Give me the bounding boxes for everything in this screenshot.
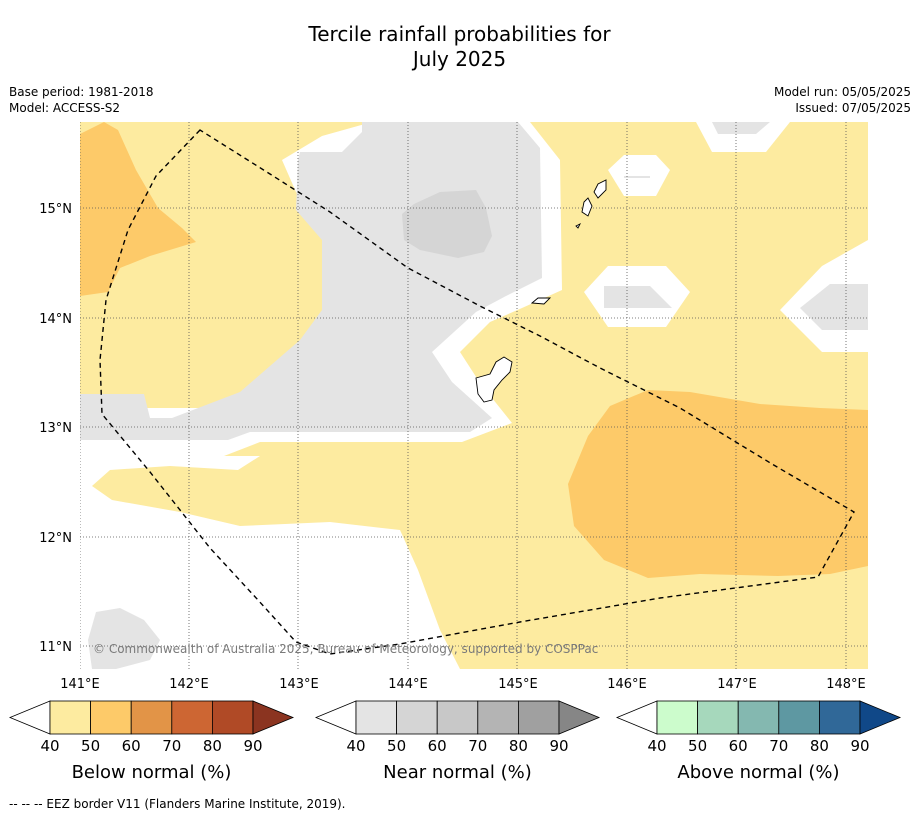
- islands: [475, 179, 607, 403]
- near-normal-colorbar-segment: [518, 700, 560, 735]
- above-normal-colorbar-under: [615, 700, 658, 735]
- near-normal-colorbar-title: Near normal (%): [383, 762, 532, 783]
- below-normal-colorbar-segment: [211, 700, 254, 735]
- below-normal-50-region-west: [80, 122, 196, 296]
- map-title: Tercile rainfall probabilities for July …: [0, 22, 919, 72]
- title-line-1: Tercile rainfall probabilities for: [308, 22, 611, 46]
- colorbars: 40 50 60 70 80 90 Below normal (%) 40 50 60 70 80 90…: [8, 700, 902, 783]
- near-normal-colorbar-tick: 50: [387, 737, 406, 755]
- above-normal-colorbar-segment: [737, 700, 780, 735]
- lon-label-146: 146°E: [607, 677, 647, 692]
- below-normal-colorbar-tick: 60: [122, 737, 141, 755]
- lat-label-15: 15°N: [39, 202, 72, 217]
- island-saipan: [593, 179, 607, 199]
- above-normal-colorbar-segment: [778, 700, 820, 735]
- latitude-labels: 15°N 14°N 13°N 12°N 11°N: [39, 202, 72, 655]
- island-guam: [475, 356, 513, 403]
- eez-border: [99, 129, 855, 655]
- above-normal-colorbar-segment: [656, 700, 698, 735]
- above-normal-colorbar-tick: 90: [850, 737, 869, 755]
- above-normal-colorbar-over: [859, 700, 902, 735]
- base-period: Base period: 1981-2018: [9, 85, 154, 99]
- lon-label-142: 142°E: [169, 677, 209, 692]
- near-normal-colorbar-segment: [436, 700, 479, 735]
- above-normal-colorbar-title: Above normal (%): [677, 762, 839, 783]
- longitude-labels: 141°E 142°E 143°E 144°E 145°E 146°E 147°…: [60, 677, 866, 692]
- issued-date: Issued: 07/05/2025: [795, 101, 911, 115]
- near-normal-colorbar-tick: 40: [346, 737, 365, 755]
- near-normal-colorbar-segment: [477, 700, 519, 735]
- copyright-text: © Commonwealth of Australia 2025, Bureau…: [93, 642, 598, 656]
- below-normal-colorbar-tick: 80: [203, 737, 222, 755]
- island-aguijan: [575, 222, 582, 229]
- above-normal-colorbar-segment: [819, 700, 861, 735]
- above-normal-colorbar-tick: 70: [769, 737, 788, 755]
- below-normal-colorbar-tick: 40: [40, 737, 59, 755]
- near-normal-colorbar-tick: 90: [549, 737, 568, 755]
- above-normal-colorbar-segment: [697, 700, 739, 735]
- below-normal-colorbar-title: Below normal (%): [72, 762, 232, 783]
- white-region-south: [80, 456, 460, 669]
- near-normal-colorbar-tick: 80: [509, 737, 528, 755]
- lon-label-145: 145°E: [498, 677, 538, 692]
- near-normal-region-east-3: [800, 284, 868, 330]
- near-normal-region-east-4: [624, 176, 650, 178]
- above-normal-colorbar-tick: 40: [647, 737, 666, 755]
- below-normal-colorbar: 40 50 60 70 80 90 Below normal (%): [8, 700, 295, 783]
- lon-label-148: 148°E: [826, 677, 866, 692]
- near-normal-colorbar-segment: [355, 700, 397, 735]
- lat-label-11: 11°N: [39, 640, 72, 655]
- near-normal-50-region: [402, 190, 492, 258]
- above-normal-colorbar: 40 50 60 70 80 90 Above normal (%): [615, 700, 902, 783]
- below-normal-colorbar-tick: 90: [243, 737, 262, 755]
- above-normal-colorbar-tick: 50: [688, 737, 707, 755]
- near-normal-colorbar-tick: 60: [428, 737, 447, 755]
- above-normal-colorbar-tick: 80: [810, 737, 829, 755]
- island-tinian: [581, 197, 593, 217]
- near-normal-region-east-1: [604, 286, 672, 308]
- above-normal-colorbar-tick: 60: [729, 737, 748, 755]
- below-normal-colorbar-segment: [171, 700, 213, 735]
- meta-left: Base period: 1981-2018 Model: ACCESS-S2: [9, 84, 154, 116]
- near-normal-colorbar: 40 50 60 70 80 90 Near normal (%): [314, 700, 601, 783]
- lon-label-143: 143°E: [279, 677, 319, 692]
- below-normal-colorbar-over: [252, 700, 295, 735]
- below-normal-50-region-east: [568, 390, 868, 578]
- below-normal-colorbar-tick: 50: [81, 737, 100, 755]
- title-line-2: July 2025: [412, 47, 507, 71]
- below-normal-colorbar-under: [8, 700, 51, 735]
- model-run: Model run: 05/05/2025: [773, 85, 911, 99]
- near-normal-colorbar-over: [558, 700, 601, 735]
- gridlines: [80, 122, 868, 669]
- near-normal-colorbar-segment: [396, 700, 438, 735]
- near-normal-region-west-band: [80, 394, 150, 418]
- model-name: Model: ACCESS-S2: [9, 101, 121, 115]
- meta-right: Model run: 05/05/2025 Issued: 07/05/2025: [774, 84, 911, 116]
- island-rota: [530, 297, 552, 305]
- lat-label-14: 14°N: [39, 312, 72, 327]
- below-normal-colorbar-tick: 70: [162, 737, 181, 755]
- near-normal-region-southwest: [88, 608, 160, 669]
- lon-label-144: 144°E: [388, 677, 428, 692]
- lat-label-12: 12°N: [39, 531, 72, 546]
- below-normal-colorbar-segment: [90, 700, 132, 735]
- lon-label-147: 147°E: [717, 677, 757, 692]
- below-normal-colorbar-segment: [130, 700, 173, 735]
- eez-legend-note: -- -- -- EEZ border V11 (Flanders Marine…: [9, 797, 346, 811]
- near-normal-region-east-2: [712, 122, 770, 134]
- lat-label-13: 13°N: [39, 421, 72, 436]
- near-normal-colorbar-under: [314, 700, 357, 735]
- white-region-east-ring-2: [608, 155, 670, 196]
- below-normal-colorbar-segment: [49, 700, 91, 735]
- near-normal-colorbar-tick: 70: [468, 737, 487, 755]
- map-panel: [80, 122, 868, 669]
- lon-label-141: 141°E: [60, 677, 100, 692]
